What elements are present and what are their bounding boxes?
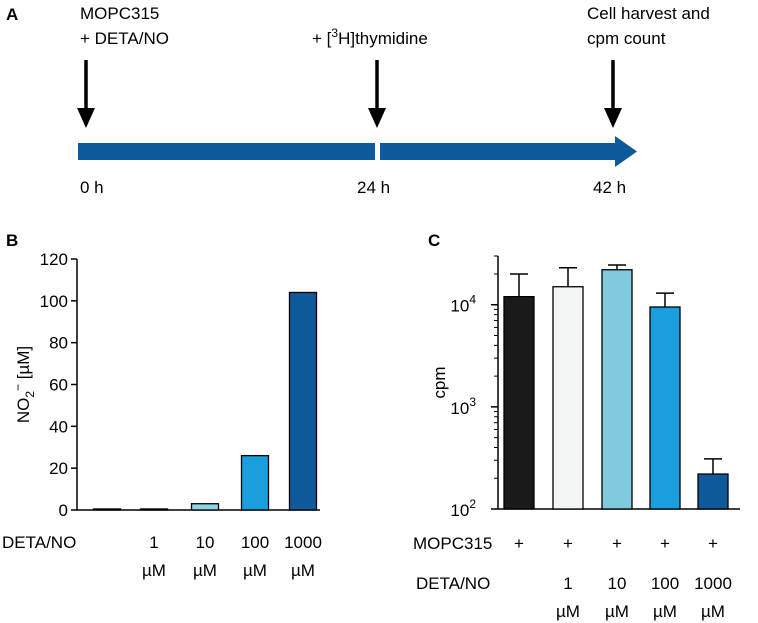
c-bar-0 bbox=[503, 295, 535, 510]
down-arrow-24h bbox=[368, 60, 386, 128]
panel-a-letter: A bbox=[6, 5, 18, 24]
c-tick-base: 10 bbox=[450, 399, 469, 418]
b-y-tick-label: 60 bbox=[49, 376, 68, 395]
c-cat-unit-3: µM bbox=[653, 602, 677, 621]
c-cat-unit-1: µM bbox=[556, 602, 580, 621]
b-cat-unit-4: µM bbox=[291, 561, 315, 580]
b-cat-unit-1: µM bbox=[142, 561, 166, 580]
c-tick-exp: 2 bbox=[469, 497, 476, 511]
b-bar-3 bbox=[240, 454, 270, 511]
c-bar-4 bbox=[697, 473, 729, 510]
time-label-0h: 0 h bbox=[80, 178, 104, 197]
timeline-arrowhead bbox=[615, 136, 637, 167]
timeline-segment-2 bbox=[380, 143, 616, 160]
b-cat-label-4: 1000 bbox=[284, 533, 322, 552]
c-bar-3 bbox=[649, 306, 681, 510]
step1-label-line1: MOPC315 bbox=[80, 4, 159, 23]
c-row2-label: DETA/NO bbox=[416, 574, 490, 593]
c-cat-unit-4: µM bbox=[701, 602, 725, 621]
c-tick-base: 10 bbox=[450, 501, 469, 520]
time-label-24h: 24 h bbox=[357, 178, 390, 197]
down-arrow-42h bbox=[604, 60, 622, 128]
b-bar-4 bbox=[288, 291, 318, 511]
panel-c-letter: C bbox=[428, 231, 440, 250]
c-mopc-plus-3: + bbox=[660, 534, 670, 553]
c-cat-unit-2: µM bbox=[605, 602, 629, 621]
b-ylabel-sup: − bbox=[11, 384, 25, 391]
c-y-tick-label: 103 bbox=[450, 395, 476, 418]
c-cat-label-3: 100 bbox=[651, 574, 679, 593]
c-y-axis-label: cpm bbox=[430, 366, 449, 398]
b-bar-0 bbox=[92, 508, 122, 511]
c-mopc-plus-1: + bbox=[563, 534, 573, 553]
time-label-42h: 42 h bbox=[593, 178, 626, 197]
step1-label-line2: + DETA/NO bbox=[80, 29, 169, 48]
c-cat-label-2: 10 bbox=[608, 574, 627, 593]
b-row-label: DETA/NO bbox=[2, 533, 76, 552]
c-mopc-plus-4: + bbox=[708, 534, 718, 553]
b-cat-unit-3: µM bbox=[243, 561, 267, 580]
b-bar-1 bbox=[139, 508, 169, 511]
b-y-tick-label: 100 bbox=[40, 292, 68, 311]
c-cat-label-1: 1 bbox=[563, 574, 572, 593]
c-y-tick-label: 102 bbox=[450, 497, 476, 520]
c-tick-base: 10 bbox=[450, 297, 469, 316]
b-ylabel-unit: [µM] bbox=[14, 346, 33, 384]
step3-label-line2: cpm count bbox=[587, 29, 666, 48]
b-cat-label-2: 10 bbox=[196, 533, 215, 552]
c-bar-2 bbox=[601, 269, 633, 510]
b-cat-label-3: 100 bbox=[241, 533, 269, 552]
b-y-axis-label: NO2− [µM] bbox=[11, 346, 37, 423]
c-bar-1 bbox=[552, 286, 584, 510]
b-cat-label-1: 1 bbox=[149, 533, 158, 552]
step2-label: + [3H]thymidine bbox=[312, 26, 428, 48]
b-cat-unit-2: µM bbox=[193, 561, 217, 580]
c-row1-label: MOPC315 bbox=[413, 534, 492, 553]
c-tick-exp: 4 bbox=[469, 293, 476, 307]
b-y-tick-label: 0 bbox=[59, 501, 68, 520]
chart-b: 0 20 40 60 80 100 120 NO2− [µM] DETA/NO 1 µM 10 µM 10… bbox=[2, 250, 322, 580]
c-tick-exp: 3 bbox=[469, 395, 476, 409]
c-y-tick-label: 104 bbox=[450, 293, 476, 316]
c-mopc-plus-0: + bbox=[514, 534, 524, 553]
b-ylabel-sub: 2 bbox=[23, 391, 37, 398]
panel-b-letter: B bbox=[6, 231, 18, 250]
down-arrow-0h bbox=[77, 60, 95, 128]
b-bar-2 bbox=[190, 503, 220, 511]
timeline-segment-1 bbox=[78, 143, 375, 160]
b-ylabel-main: NO bbox=[14, 398, 33, 424]
b-y-tick-label: 120 bbox=[40, 250, 68, 269]
c-mopc-plus-2: + bbox=[612, 534, 622, 553]
b-y-tick-label: 20 bbox=[49, 459, 68, 478]
b-y-tick-label: 80 bbox=[49, 334, 68, 353]
c-cat-label-4: 1000 bbox=[694, 574, 732, 593]
b-y-tick-label: 40 bbox=[49, 417, 68, 436]
step3-label-line1: Cell harvest and bbox=[587, 4, 710, 23]
